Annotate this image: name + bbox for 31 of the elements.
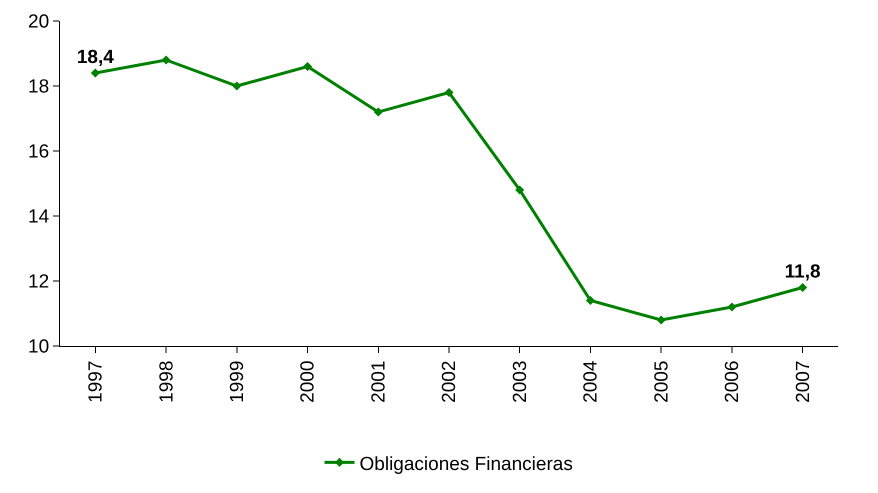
point: [162, 55, 171, 65]
x-tick-label: 2001: [368, 360, 390, 403]
x-tick-label: 2004: [580, 360, 602, 403]
x-tick-label: 1999: [226, 360, 248, 403]
y-tick-label: 16: [28, 142, 50, 163]
x-tick-label: 1997: [86, 360, 107, 403]
point: [515, 185, 524, 195]
x-tick-label: 2000: [298, 360, 319, 403]
point: [727, 302, 736, 312]
x-tick-label: 2002: [439, 360, 460, 403]
y-tick-label: 12: [28, 272, 50, 293]
x-tick-label: 1998: [156, 360, 178, 403]
point: [586, 296, 595, 306]
y-tick-label: 10: [28, 336, 50, 358]
x-tick-label: 2003: [510, 360, 531, 403]
x-tick-label: 2007: [792, 360, 814, 403]
point: [798, 282, 808, 292]
point: [444, 88, 454, 98]
point: [656, 315, 666, 325]
y-tick-label: 14: [28, 206, 50, 228]
data-label: 18,4: [76, 46, 114, 68]
y-tick-label: 18: [28, 76, 50, 98]
point: [90, 68, 100, 78]
x-tick-label: 2005: [651, 360, 672, 403]
legend-label: Obligaciones Financieras: [360, 454, 573, 475]
y-tick-label: 20: [28, 12, 50, 33]
data-label: 11,8: [784, 261, 821, 282]
point: [374, 107, 383, 117]
point: [232, 81, 242, 91]
x-tick-label: 2006: [722, 360, 744, 403]
point: [303, 62, 312, 72]
